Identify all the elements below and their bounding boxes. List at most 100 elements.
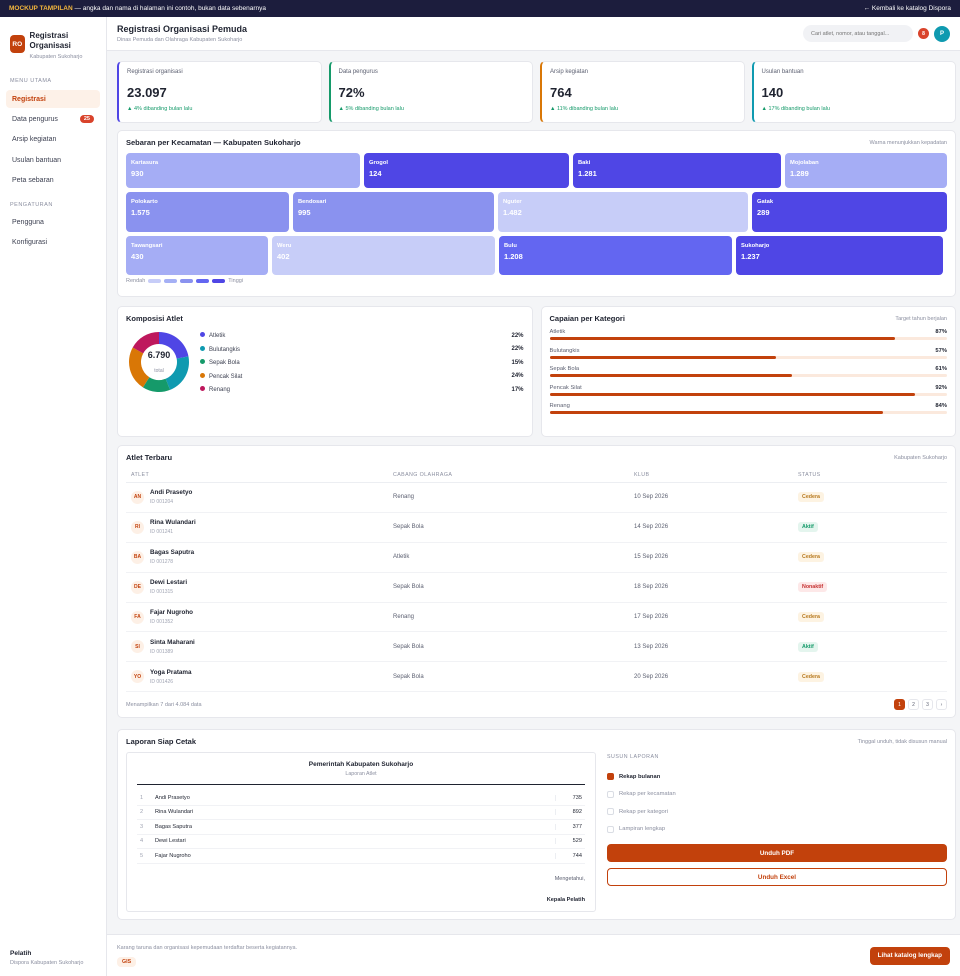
sidebar-item-peta-sebaran[interactable]: Peta sebaran [6,172,100,190]
tile-value: 1.237 [741,252,760,261]
legend-swatch [148,279,162,283]
athlete-cell: DE Dewi Lestari ID 001315 [131,579,393,595]
donut-slice-pencak-silat[interactable] [129,347,150,388]
report-option-label: Lampiran lengkap [619,826,666,833]
page-button-2[interactable]: 2 [908,699,919,711]
report-option-rekap-per-kecamatan[interactable]: Rekap per kecamatan [607,786,947,804]
athlete-name: Bagas Saputra [150,549,195,557]
sidebar-item-data-pengurus[interactable]: Data pengurus 25 [6,110,100,128]
donut-slice-atletik[interactable] [159,332,189,359]
treemap-tile[interactable]: Polokarto 1.575 [126,192,289,232]
athlete-avatar: RI [131,520,144,534]
treemap-tile[interactable]: Grogol 124 [364,153,569,188]
athlete-avatar: BA [131,550,144,564]
table-row[interactable]: DE Dewi Lestari ID 001315 Sepak Bola 18 Sep … [126,573,947,603]
treemap-tile[interactable]: Kartasura 930 [126,153,360,188]
athlete-name: Yoga Pratama [150,668,192,676]
composition-item: Bulutangkis 22% [200,343,524,357]
sidebar-item-usulan-bantuan[interactable]: Usulan bantuan [6,151,100,169]
treemap-tile[interactable]: Bulu 1.208 [499,236,732,275]
download-excel-button[interactable]: Unduh Excel [607,868,947,886]
mockup-note: — angka dan nama di halaman ini contoh, … [72,5,267,12]
report-card: Laporan Siap Cetak Tinggal unduh, tidak … [117,729,956,920]
report-row-name: Andi Prasetyo [155,794,190,801]
kpi-row: Registrasi organisasi 23.097 ▲ 4% dibandin… [117,61,956,123]
treemap-tile[interactable]: Mojolaban 1.289 [785,153,947,188]
treemap-tile[interactable]: Nguter 1.482 [498,192,748,232]
donut-slice-bulutangkis[interactable] [165,356,189,390]
tile-value: 1.575 [131,208,150,217]
page-button-3[interactable]: 3 [922,699,933,711]
tile-name: Gatak [757,199,774,205]
report-option-rekap-per-kategori[interactable]: Rekap per kategori [607,803,947,821]
status-badge: Cedera [798,492,824,503]
athlete-date: 18 Sep 2026 [634,584,669,591]
report-row-name: Rina Wulandari [155,809,194,816]
status-badge: Cedera [798,612,824,622]
table-count: Menampilkan 7 dari 4.084 data [126,701,202,708]
achievement-bars: Atletik 87% Bulutangkis 57% Sepak Bola 61% Pen… [549,329,947,414]
table-note: Kabupaten Sukoharjo [894,454,947,461]
composition-item-percent: 17% [511,386,524,393]
sidebar-item-pengguna[interactable]: Pengguna [6,214,100,232]
table-header: ATLET CABANG OLAHRAGA KLUB STATUS [126,468,947,483]
composition-item: Pencak Silat 24% [200,370,524,384]
view-catalog-button[interactable]: Lihat katalog lengkap [869,946,950,965]
treemap-tile[interactable]: Baki 1.281 [573,153,781,188]
report-row: 4 Dewi Lestari 529 [137,835,585,849]
user-org: Dispora Kabupaten Sukoharjo [10,960,84,966]
achievement-percent: 92% [935,384,947,391]
treemap-tile[interactable]: Bendosari 995 [293,192,494,232]
sidebar-item-registrasi[interactable]: Registrasi [6,90,100,108]
achievement-category: Bulutangkis [549,347,580,354]
report-org: Pemerintah Kabupaten Sukoharjo [308,761,414,768]
treemap-tile[interactable]: Weru 402 [272,236,495,275]
checkbox-icon [607,790,614,798]
notification-badge[interactable]: 8 [918,28,929,39]
donut-slice-renang[interactable] [132,332,159,354]
status-cell: Aktif [798,522,942,533]
composition-item-percent: 22% [511,346,524,353]
sidebar-item-arsip-kegiatan[interactable]: Arsip kegiatan [6,131,100,149]
achievement-card: Capaian per Kategori Target tahun berjal… [540,306,956,437]
report-option-lampiran-lengkap[interactable]: Lampiran lengkap [607,821,947,839]
search-input[interactable] [803,25,913,42]
tile-name: Grogol [369,160,388,166]
table-row[interactable]: FA Fajar Nugroho ID 001352 Renang 17 Sep 202… [126,603,947,633]
tile-name: Baki [578,160,591,166]
next-page-button[interactable]: › [936,699,947,711]
athlete-name: Fajar Nugroho [150,609,194,616]
tile-name: Sukoharjo [741,243,770,249]
back-to-catalog-link[interactable]: ← Kembali ke katalog Dispora [863,5,951,12]
treemap-tile[interactable]: Sukoharjo 1.237 [736,236,943,275]
table-row[interactable]: SI Sinta Maharani ID 001389 Sepak Bola 13 Se… [126,632,947,663]
kpi-label: Data pengurus [338,69,378,75]
athlete-id: ID 001315 [150,589,174,596]
achievement-percent: 57% [935,347,947,354]
kpi-card: Usulan bantuan 140 ▲ 17% dibanding bulan l… [751,61,956,123]
achievement-track [549,337,947,340]
download-pdf-button[interactable]: Unduh PDF [607,844,947,862]
achievement-item: Pencak Silat 92% [549,384,947,396]
table-row[interactable]: BA Bagas Saputra ID 001278 Atletik 15 Sep 20… [126,543,947,573]
table-row[interactable]: RI Rina Wulandari ID 001241 Sepak Bola 14 Se… [126,513,947,543]
treemap-tile[interactable]: Gatak 289 [752,192,947,232]
donut-slice-sepak-bola[interactable] [142,377,171,392]
options-title: SUSUN LAPORAN [607,754,659,760]
user-avatar[interactable]: P [934,25,950,42]
table-row[interactable]: YO Yoga Pratama ID 001426 Sepak Bola 20 Sep … [126,662,947,693]
achievement-bar [549,392,916,396]
treemap-tile[interactable]: Tawangsari 430 [126,236,268,275]
athlete-info: Sinta Maharani ID 001389 [150,639,195,655]
sidebar-item-konfigurasi[interactable]: Konfigurasi [6,234,100,252]
brand: RO Registrasi Organisasi Kabupaten Sukoh… [0,31,106,60]
athlete-id: ID 001241 [150,529,174,536]
composition-item-name: Sepak Bola [209,360,240,367]
report-option-rekap-bulanan[interactable]: Rekap bulanan [607,768,947,786]
achievement-category: Pencak Silat [549,384,582,391]
report-row-name: Fajar Nugroho [155,852,191,859]
athlete-info: Andi Prasetyo ID 001204 [150,489,192,505]
athlete-avatar: SI [131,640,144,654]
page-button-1[interactable]: 1 [894,699,905,711]
table-row[interactable]: AN Andi Prasetyo ID 001204 Renang 10 Sep 202… [126,483,947,513]
